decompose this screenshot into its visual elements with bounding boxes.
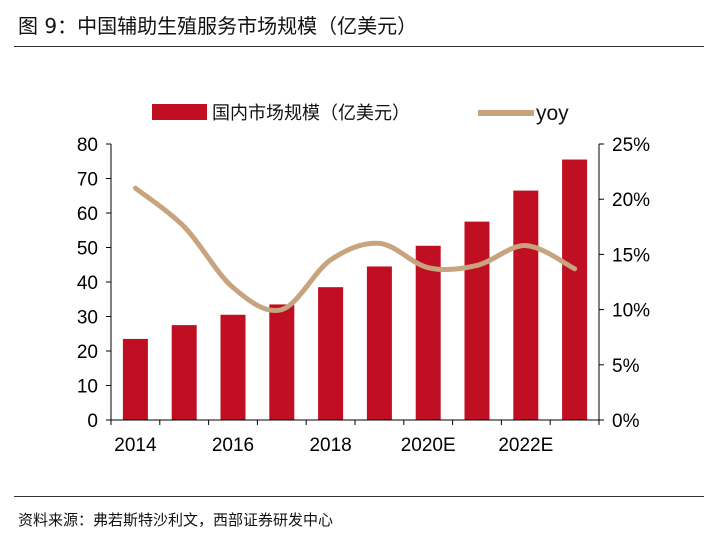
- bar-2019: [366, 266, 392, 420]
- source-note: 资料来源：弗若斯特沙利文，西部证券研发中心: [18, 511, 334, 529]
- left-tick-label-30: 30: [77, 308, 98, 329]
- yoy-point-2018: [330, 259, 332, 261]
- right-tick-label-20%: 20%: [612, 190, 650, 211]
- right-tick-label-0%: 0%: [612, 411, 640, 432]
- yoy-point-2014: [134, 187, 136, 189]
- bar-2022E: [513, 190, 539, 420]
- left-tick-label-50: 50: [77, 239, 98, 260]
- yoy-point-2015: [183, 226, 185, 228]
- title-rule: [14, 46, 704, 47]
- left-tick-label-40: 40: [77, 273, 98, 294]
- yoy-point-2016: [232, 287, 234, 289]
- right-tick-label-5%: 5%: [612, 356, 640, 377]
- legend-bar-swatch: [152, 104, 207, 120]
- bar-2014: [122, 338, 148, 420]
- yoy-point-2021E: [476, 264, 478, 266]
- bar-2015: [171, 325, 197, 420]
- left-tick-label-70: 70: [77, 170, 98, 191]
- x-tick-label-2020E: 2020E: [401, 435, 456, 456]
- x-tick-label-2016: 2016: [212, 435, 254, 456]
- yoy-point-2023E: [574, 268, 576, 270]
- yoy-point-2019: [378, 242, 380, 244]
- left-tick-label-80: 80: [77, 135, 98, 156]
- bar-series: [122, 159, 588, 420]
- left-tick-label-10: 10: [77, 377, 98, 398]
- chart-legend: 国内市场规模（亿美元） yoy: [152, 102, 569, 125]
- yoy-point-2017: [281, 309, 283, 311]
- legend-bar-label: 国内市场规模（亿美元）: [212, 103, 410, 123]
- yoy-line: [132, 185, 578, 314]
- bar-2017: [269, 304, 295, 420]
- bar-2023E: [562, 159, 588, 420]
- left-tick-label-20: 20: [77, 342, 98, 363]
- yoy-point-2022E: [525, 245, 527, 247]
- x-tick-label-2014: 2014: [114, 435, 157, 456]
- right-tick-label-10%: 10%: [612, 301, 650, 322]
- figure-title: 图 9：中国辅助生殖服务市场规模（亿美元）: [18, 14, 418, 38]
- bar-2020E: [415, 245, 441, 420]
- right-tick-label-15%: 15%: [612, 245, 650, 266]
- yoy-line-series: [132, 185, 578, 314]
- bar-2021E: [464, 221, 490, 420]
- chart-axes: 0 10 20 30 40 50 60 70 80 0% 5% 10% 15% 20% 25% 2014 201…: [77, 135, 650, 456]
- bar-2018: [318, 287, 344, 420]
- x-tick-label-2018: 2018: [309, 435, 351, 456]
- yoy-point-2020E: [427, 267, 429, 269]
- source-rule: [14, 496, 704, 497]
- legend-line-label: yoy: [536, 102, 569, 125]
- right-tick-label-25%: 25%: [612, 135, 650, 156]
- bar-2016: [220, 314, 246, 420]
- left-tick-label-60: 60: [77, 204, 98, 225]
- x-tick-label-2022E: 2022E: [498, 435, 553, 456]
- left-tick-label-0: 0: [87, 411, 98, 432]
